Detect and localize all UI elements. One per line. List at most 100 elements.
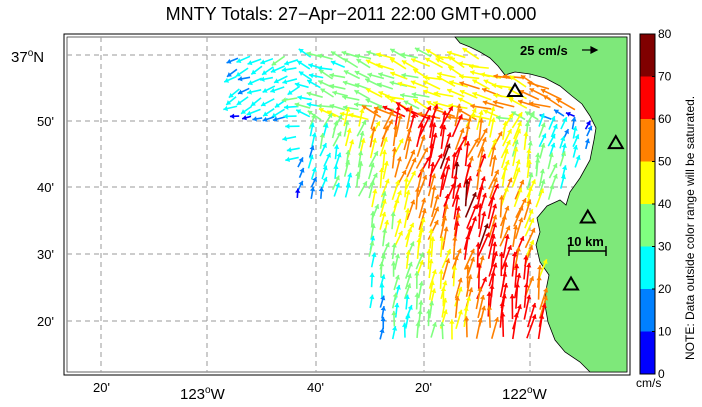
current-vector (294, 102, 311, 109)
current-vector (391, 325, 398, 340)
current-vector (508, 97, 528, 109)
lat-tick-30: 30' (37, 247, 54, 262)
lat-tick-20: 20' (37, 314, 54, 329)
current-vector (331, 120, 339, 139)
current-vector (476, 185, 485, 209)
current-vector (487, 183, 500, 207)
current-vector (441, 204, 449, 227)
current-vector (586, 125, 593, 137)
current-vector (321, 165, 328, 180)
current-vector (344, 182, 351, 198)
current-vector (426, 248, 432, 270)
current-vector (514, 217, 524, 240)
current-vector (572, 126, 578, 139)
current-vector (308, 72, 324, 79)
current-vector (273, 75, 288, 84)
current-vector (415, 147, 429, 169)
current-vector (560, 116, 568, 130)
current-vector (356, 119, 367, 137)
colorbar-segment (640, 34, 655, 77)
current-vector (323, 152, 331, 167)
current-vector (452, 236, 458, 260)
current-vector (330, 50, 345, 61)
plot-frame (63, 33, 631, 376)
colorbar: 0 10 20 30 40 50 60 70 80 (639, 27, 672, 381)
current-vector (523, 255, 529, 280)
current-vector (493, 92, 514, 99)
current-vector (536, 275, 542, 300)
current-vector (459, 89, 478, 99)
current-vector (389, 80, 408, 88)
colorbar-tick-label: 20 (658, 282, 672, 296)
current-vector (429, 236, 436, 258)
current-vector (501, 148, 509, 169)
current-vector (526, 159, 532, 179)
current-vector (417, 156, 431, 178)
current-vector (501, 165, 508, 187)
current-vector (430, 321, 438, 338)
current-vector (376, 82, 394, 90)
current-vector (572, 144, 579, 158)
current-vector (417, 174, 428, 198)
current-vector (466, 204, 478, 229)
current-vector (418, 208, 427, 231)
current-vector (333, 164, 339, 179)
current-vector (343, 159, 351, 177)
current-vector (439, 236, 445, 258)
current-vector (513, 263, 520, 288)
current-vector (453, 194, 460, 220)
current-vector (467, 216, 477, 240)
current-vector (459, 81, 480, 90)
current-vector (463, 248, 475, 270)
current-vector (535, 158, 541, 177)
lon-tick-40: 40' (307, 380, 324, 395)
current-vector (449, 319, 455, 340)
current-vector (382, 109, 394, 130)
lat-major-label: 37oN (11, 48, 44, 66)
current-vector (322, 112, 333, 128)
current-vector (482, 100, 504, 109)
current-vector (361, 104, 382, 119)
current-vector (454, 103, 462, 127)
current-vector (424, 57, 443, 69)
current-vector (538, 258, 548, 279)
current-vector (240, 105, 253, 115)
current-vector (451, 182, 462, 208)
current-vector (486, 291, 492, 317)
lon-tick-20-left: 20' (93, 380, 110, 395)
current-vector (369, 272, 375, 288)
colorbar-tick-label: 70 (658, 70, 672, 84)
current-vector (262, 116, 275, 122)
current-vector (511, 167, 521, 188)
current-vector (286, 147, 300, 153)
current-vector (489, 177, 499, 199)
current-vector (389, 58, 407, 70)
current-vector (281, 67, 297, 73)
current-vector (475, 317, 483, 339)
current-vector (500, 312, 506, 337)
current-vector (465, 107, 477, 127)
current-vector (306, 91, 323, 98)
current-vector (356, 58, 371, 69)
current-vector (377, 72, 395, 80)
current-vector (378, 261, 385, 278)
current-vector (282, 78, 298, 85)
current-vector (414, 187, 421, 210)
current-vector (319, 142, 327, 157)
current-vector (539, 142, 546, 159)
current-vector (379, 211, 387, 230)
current-vector (236, 55, 251, 63)
current-vector (502, 120, 508, 140)
current-vector (399, 92, 419, 99)
current-vector (527, 81, 550, 90)
current-vector (318, 186, 325, 199)
current-vector (489, 145, 497, 167)
current-vector (405, 227, 413, 248)
current-vector (391, 242, 397, 260)
current-vector (528, 101, 551, 108)
current-vector (355, 53, 372, 60)
radar-station-marker (506, 81, 524, 97)
current-vector (526, 314, 537, 339)
current-vector (490, 155, 498, 177)
current-vector (526, 172, 534, 190)
